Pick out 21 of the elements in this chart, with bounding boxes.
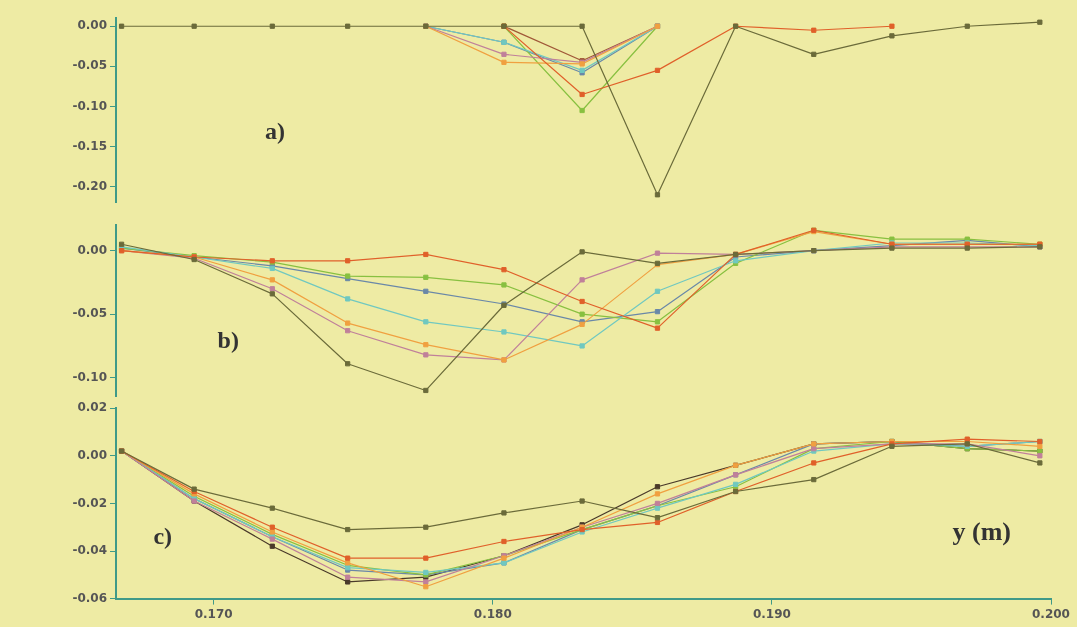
annotation: c) <box>153 522 173 549</box>
y-tick-label: -0.06 <box>72 590 107 605</box>
y-tick-label: 0.00 <box>77 18 107 33</box>
x-tick-label: 0.190 <box>752 606 791 621</box>
y-tick-label: 0.00 <box>77 447 107 462</box>
y-tick-label: -0.05 <box>72 306 107 321</box>
y-tick-label: -0.04 <box>72 543 107 558</box>
x-tick-label: 0.180 <box>473 606 512 621</box>
y-tick-label: -0.15 <box>72 138 107 153</box>
annotation: b) <box>217 327 239 354</box>
x-axis-title: y (m) <box>952 517 1011 547</box>
y-tick-label: -0.10 <box>72 98 107 113</box>
x-tick-label: 0.170 <box>194 606 233 621</box>
x-tick-label: 0.200 <box>1032 606 1070 621</box>
y-tick-label: -0.10 <box>72 369 107 384</box>
y-tick-label: -0.20 <box>72 178 107 193</box>
y-tick-label: 0.02 <box>77 400 107 415</box>
y-tick-label: 0.00 <box>77 242 107 257</box>
y-tick-label: -0.02 <box>72 495 107 510</box>
annotation: a) <box>264 117 285 144</box>
y-tick-label: -0.05 <box>72 58 107 73</box>
